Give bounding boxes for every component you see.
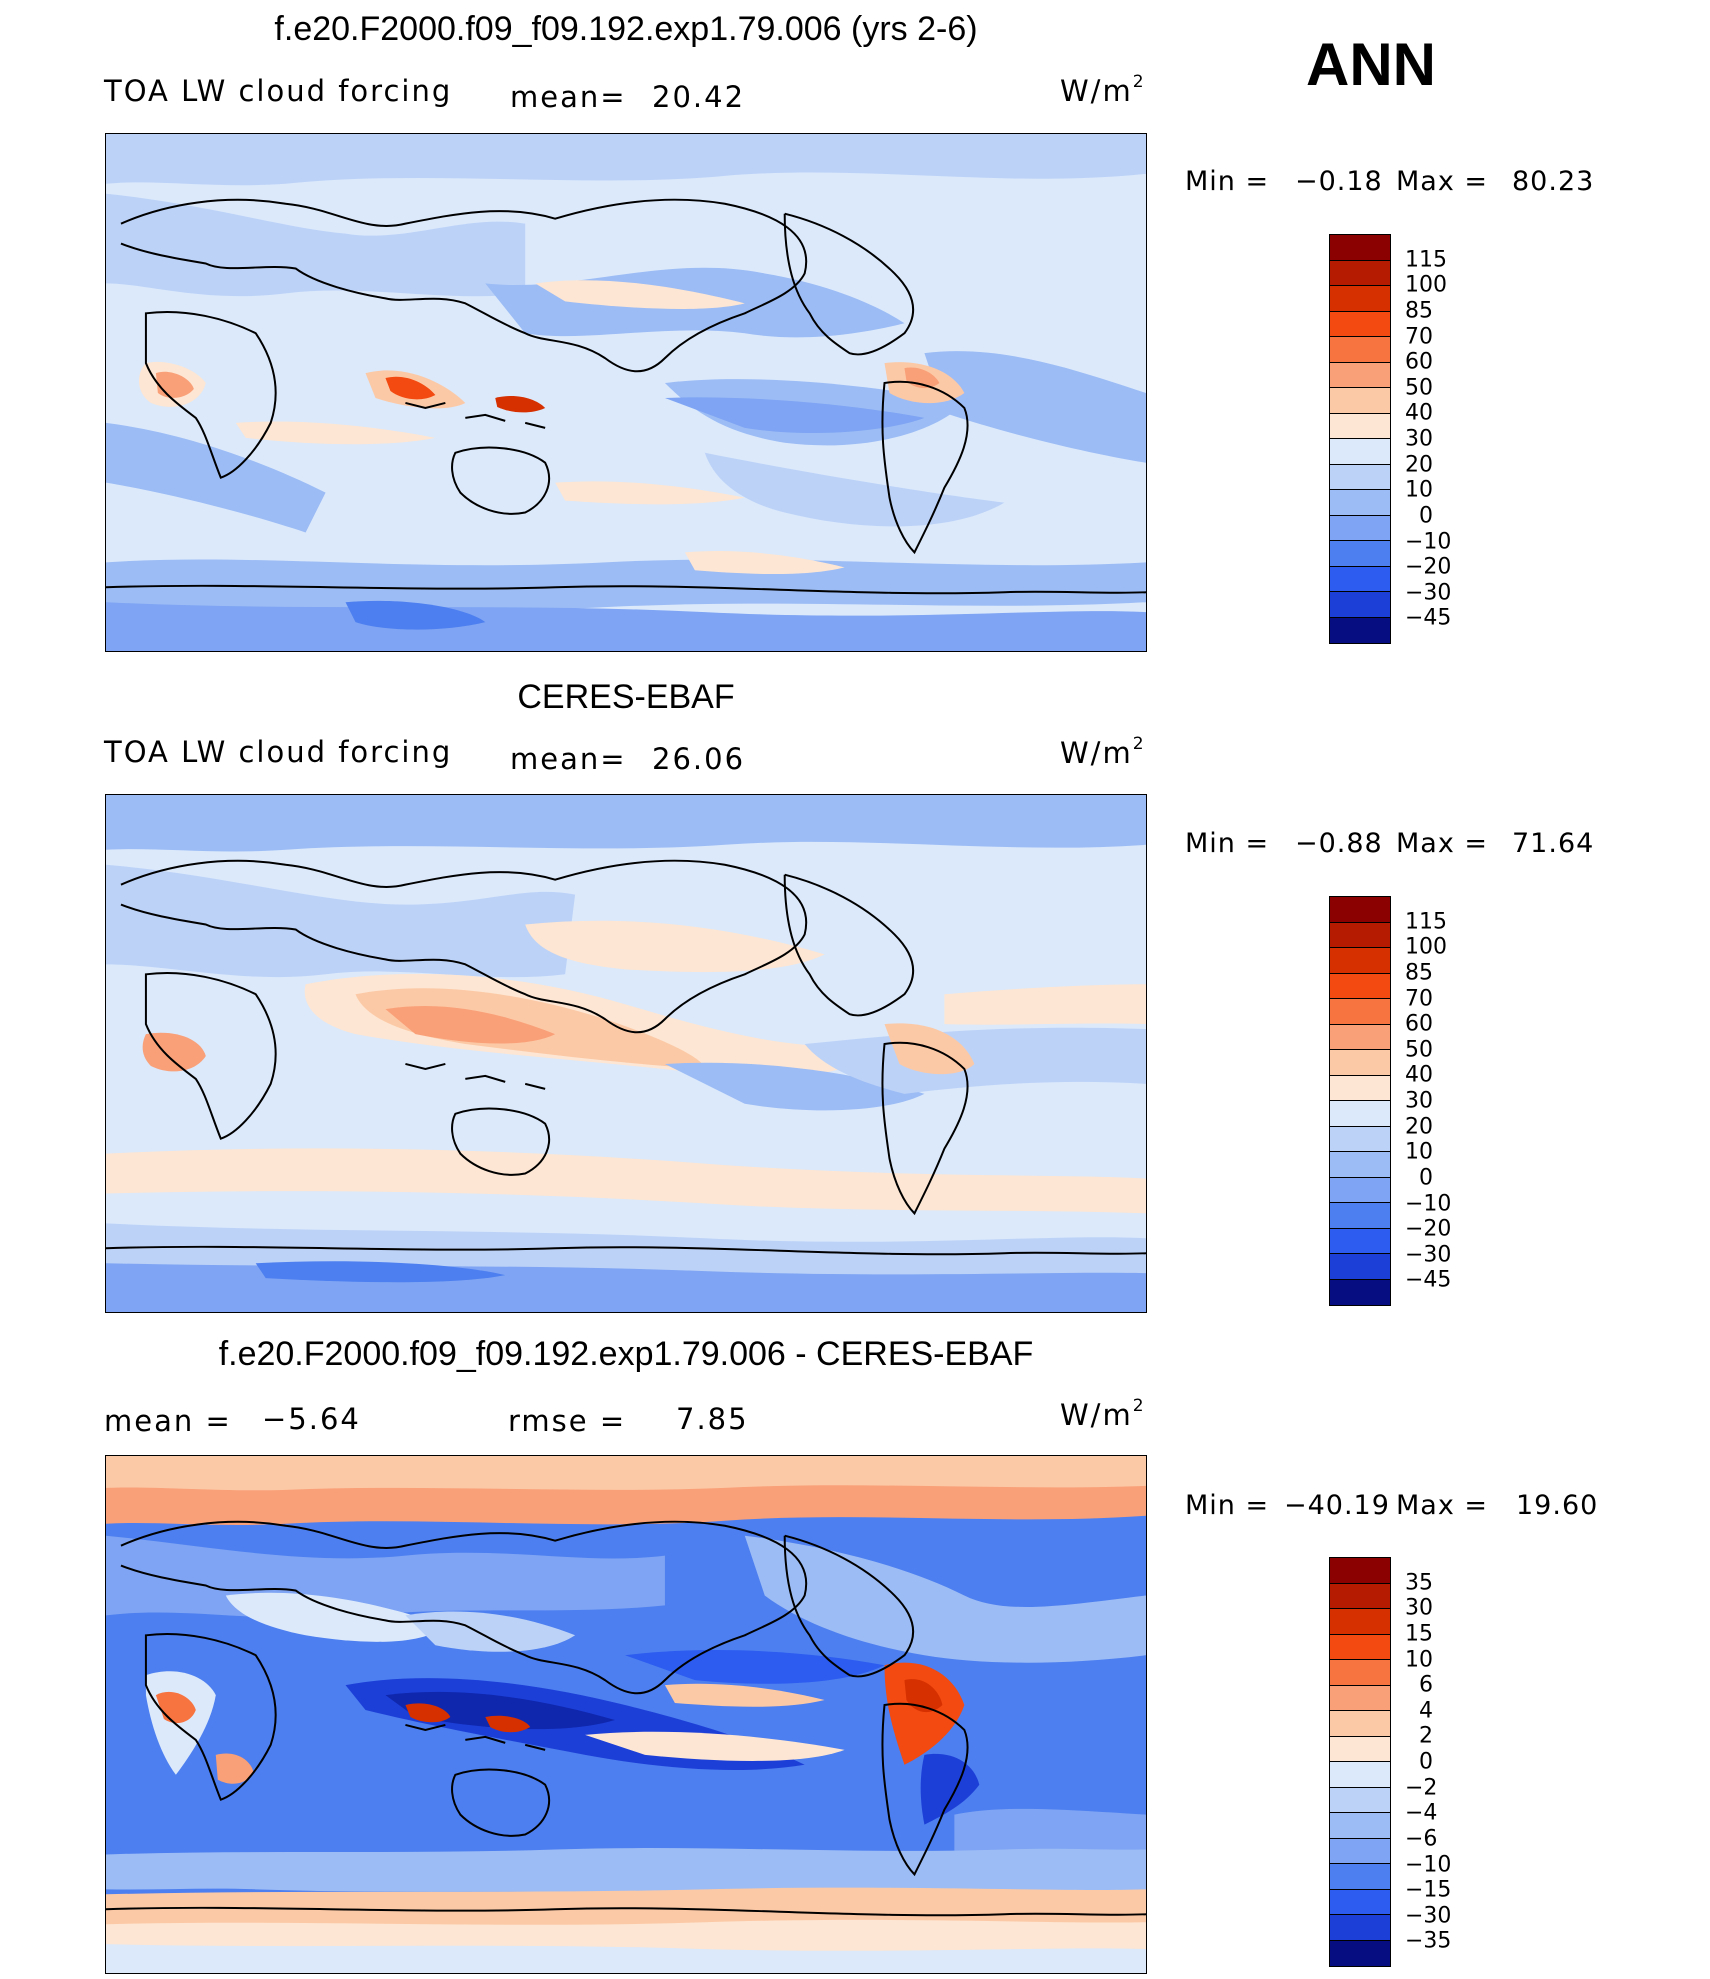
colorbar-tick: 2 [1419,1723,1433,1749]
panel-1-min-label: Min = [1185,166,1270,197]
panel-2-map [105,794,1147,1313]
colorbar-tick: 20 [1405,1114,1433,1140]
colorbar-tick: 60 [1405,349,1433,375]
panel-2-min-label: Min = [1185,828,1270,859]
panel-1-max-label: Max = [1396,166,1489,197]
panel-3-min-label: Min = [1185,1490,1270,1521]
panel-1-title: f.e20.F2000.f09_f09.192.exp1.79.006 (yrs… [274,10,978,48]
colorbar-tick: 35 [1405,1570,1433,1596]
colorbar-tick: −15 [1405,1877,1452,1903]
colorbar-tick: −30 [1405,580,1452,606]
colorbar-tick: 40 [1405,400,1433,426]
colorbar-tick: 30 [1405,1088,1433,1114]
colorbar-tick: −30 [1405,1903,1452,1929]
colorbar-tick: 115 [1405,909,1447,935]
panel-2-variable-label: TOA LW cloud forcing [104,735,453,769]
colorbar-tick: −4 [1405,1800,1438,1826]
colorbar-tick: 85 [1405,960,1433,986]
colorbar-tick: 40 [1405,1062,1433,1088]
season-label: ANN [1306,31,1436,98]
panel-1-colorbar [1329,234,1391,644]
colorbar-tick: 15 [1405,1621,1433,1647]
colorbar-tick: 50 [1405,375,1433,401]
colorbar-tick: −6 [1405,1826,1438,1852]
panel-2-mean-value: 26.06 [652,742,746,776]
panel-3-colorbar [1329,1557,1391,1967]
colorbar-tick: −30 [1405,1242,1452,1268]
panel-2-units: W/m2 [1060,734,1146,770]
panel-2-max-label: Max = [1396,828,1489,859]
panel-3-map [105,1455,1147,1974]
panel-3-max-label: Max = [1396,1490,1489,1521]
colorbar-tick: 30 [1405,426,1433,452]
panel-1-mean-label: mean= [510,80,627,114]
colorbar-tick: −2 [1405,1775,1438,1801]
colorbar-tick: 10 [1405,1139,1433,1165]
colorbar-tick: 20 [1405,452,1433,478]
colorbar-tick: 70 [1405,986,1433,1011]
colorbar-tick: 70 [1405,324,1433,349]
colorbar-tick: −10 [1405,529,1452,554]
colorbar-tick: 100 [1405,272,1447,298]
colorbar-tick: 4 [1419,1698,1433,1724]
panel-3-units: W/m2 [1060,1396,1146,1432]
panel-1-units: W/m2 [1060,72,1146,108]
colorbar-tick: 6 [1419,1672,1433,1698]
colorbar-tick: 50 [1405,1037,1433,1063]
colorbar-tick: 115 [1405,247,1447,273]
colorbar-tick: 10 [1405,477,1433,503]
panel-1-max-value: 80.23 [1512,166,1595,197]
colorbar-tick: 0 [1419,1165,1433,1191]
panel-2-colorbar [1329,896,1391,1306]
panel-3-rmse-value: 7.85 [676,1402,749,1436]
panel-2-min-value: −0.88 [1295,828,1383,859]
panel-2-max-value: 71.64 [1512,828,1595,859]
panel-3-mean-value: −5.64 [262,1402,361,1436]
panel-1-min-value: −0.18 [1295,166,1383,197]
colorbar-tick: 100 [1405,934,1447,960]
colorbar-tick: −20 [1405,1216,1452,1242]
colorbar-tick: 85 [1405,298,1433,324]
panel-3-rmse-label: rmse = [508,1404,627,1438]
panel-3-mean-label: mean = [104,1404,232,1438]
colorbar-tick: 10 [1405,1647,1433,1672]
colorbar-tick: 0 [1419,503,1433,529]
panel-1-map [105,133,1147,652]
colorbar-tick: −45 [1405,605,1452,631]
panel-2-title: CERES-EBAF [517,678,735,716]
panel-1-variable-label: TOA LW cloud forcing [104,74,453,108]
colorbar-tick: −10 [1405,1191,1452,1216]
panel-3-max-value: 19.60 [1516,1490,1599,1521]
colorbar-tick: −35 [1405,1928,1452,1954]
colorbar-tick: −20 [1405,554,1452,580]
panel-1-mean-value: 20.42 [652,80,746,114]
colorbar-tick: 60 [1405,1011,1433,1037]
colorbar-tick: 30 [1405,1595,1433,1621]
panel-3-title: f.e20.F2000.f09_f09.192.exp1.79.006 - CE… [218,1335,1034,1373]
colorbar-tick: −10 [1405,1852,1452,1877]
colorbar-tick: 0 [1419,1749,1433,1775]
panel-3-min-value: −40.19 [1284,1490,1390,1521]
colorbar-tick: −45 [1405,1267,1452,1293]
panel-2-mean-label: mean= [510,742,627,776]
